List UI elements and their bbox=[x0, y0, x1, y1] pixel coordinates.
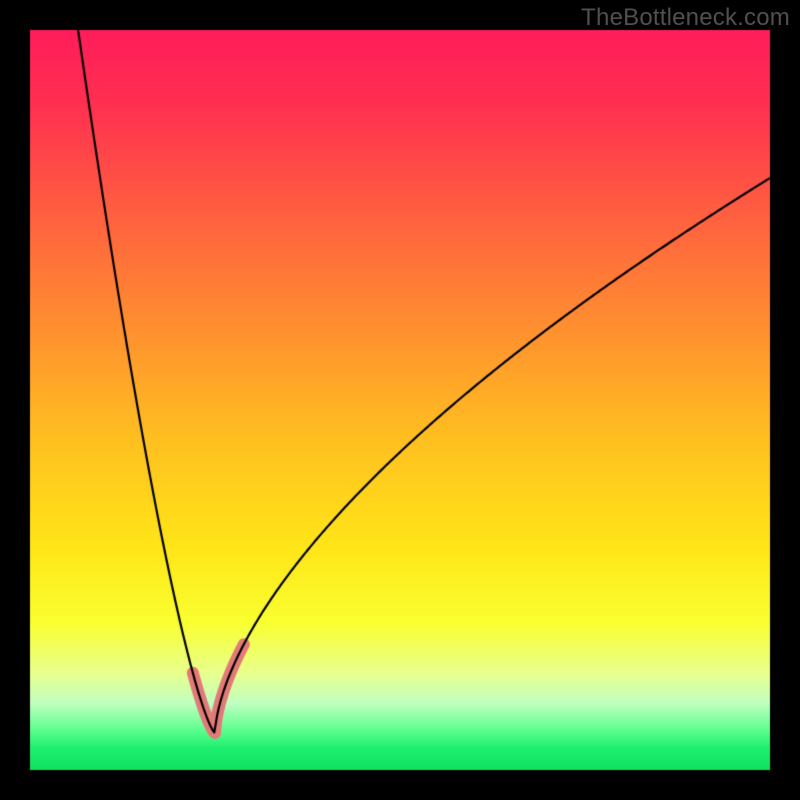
chart-container: TheBottleneck.com bbox=[0, 0, 800, 800]
gradient-background bbox=[0, 0, 800, 800]
